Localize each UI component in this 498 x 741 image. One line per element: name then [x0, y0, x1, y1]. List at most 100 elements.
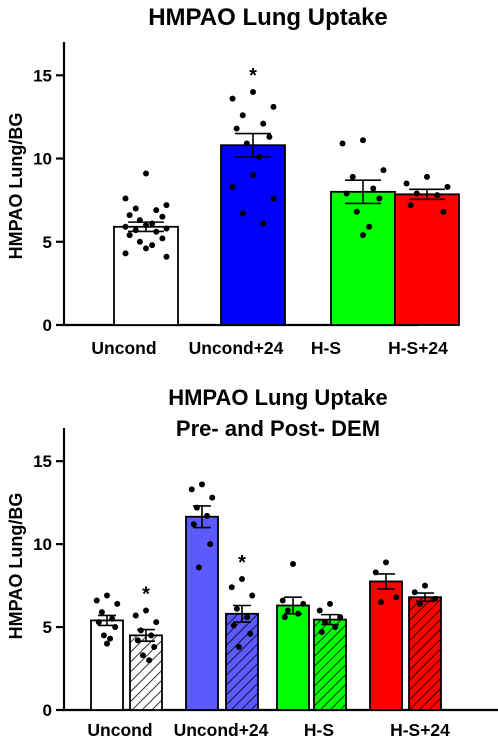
data-point [149, 242, 156, 249]
x-tick-label: H-S [311, 338, 341, 358]
data-point [193, 504, 200, 511]
y-tick-label: 0 [43, 316, 52, 335]
data-point [122, 223, 129, 230]
significance-markers: ** [142, 552, 246, 606]
data-point [153, 207, 160, 214]
x-tick-labels: Uncond Uncond+24 H-S H-S+24 [91, 338, 448, 358]
chart-title: HMPAO Lung Uptake [168, 385, 388, 410]
data-point [153, 228, 160, 235]
data-point [318, 629, 325, 636]
significance-asterisk: * [238, 552, 246, 574]
data-point [376, 195, 383, 202]
data-point [327, 600, 333, 607]
data-point [148, 632, 155, 639]
data-point [134, 637, 141, 644]
data-point [270, 103, 277, 110]
bar-uncond [113, 225, 179, 326]
y-tick-label: 0 [43, 701, 52, 720]
data-point [440, 208, 447, 215]
data-point [250, 172, 256, 179]
data-point [256, 153, 263, 160]
data-point [366, 223, 373, 230]
data-point [233, 605, 240, 612]
data-point [95, 619, 102, 626]
x-tick-label: Uncond+24 [174, 720, 269, 740]
y-axis-title: HMPAO Lung/BG [6, 493, 26, 640]
data-point [250, 88, 256, 95]
data-point [337, 614, 344, 621]
data-point [146, 657, 153, 664]
data-point [126, 232, 133, 239]
data-point [380, 167, 387, 174]
y-tick-label: 5 [43, 233, 52, 252]
data-point [444, 183, 451, 190]
data-point [349, 173, 356, 180]
data-point [163, 253, 170, 260]
data-point [229, 183, 236, 190]
data-point [143, 222, 149, 229]
data-point [143, 607, 149, 614]
data-point [143, 245, 149, 252]
data-point [195, 564, 202, 571]
data-point [353, 208, 360, 215]
data-point [137, 627, 144, 634]
data-point [104, 640, 110, 647]
data-point [199, 481, 205, 488]
bar-uncond-24-post [225, 612, 259, 711]
x-tick-label: H-S+24 [390, 720, 450, 740]
data-point [249, 592, 256, 599]
data-point [360, 232, 366, 239]
data-point [107, 635, 114, 642]
data-point [93, 597, 100, 604]
data-point [339, 140, 346, 147]
error-bars [98, 505, 434, 642]
data-point [372, 569, 379, 576]
data-point [284, 607, 291, 614]
bar-uncond [90, 619, 124, 711]
data-point [279, 597, 286, 604]
data-point [270, 195, 277, 202]
bar-uncond-24 [185, 515, 219, 711]
data-point [416, 600, 423, 607]
significance-asterisk: * [249, 65, 257, 87]
data-point [122, 195, 129, 202]
chart-bottom: HMPAO Lung Uptake Pre- and Post- DEM HMP… [6, 385, 498, 740]
y-axis-title: HMPAO Lung/BG [6, 113, 26, 260]
y-tick-label: 15 [33, 452, 52, 471]
data-point [239, 575, 245, 582]
data-point [332, 624, 339, 631]
data-point [163, 225, 170, 232]
data-point [114, 600, 121, 607]
data-point [266, 133, 273, 140]
bar-uncond-post [129, 634, 163, 711]
data-point [290, 561, 296, 568]
significance-asterisk: * [142, 583, 150, 605]
data-point [104, 592, 110, 599]
bars [90, 515, 442, 711]
bar-h-s-24 [394, 193, 460, 326]
x-tick-label: H-S+24 [388, 338, 448, 358]
y-tick-label: 5 [43, 618, 52, 637]
data-point [295, 610, 302, 617]
data-point [424, 173, 430, 180]
data-point [204, 512, 211, 519]
data-point [230, 622, 237, 629]
x-tick-labels: Uncond Uncond+24 H-S H-S+24 [87, 720, 450, 740]
bar-h-s-post [313, 618, 347, 711]
data-point [112, 624, 119, 631]
x-tick-label: Uncond [87, 720, 152, 740]
data-point [100, 632, 107, 639]
data-point [260, 120, 267, 127]
data-point [228, 584, 235, 591]
bar-h-s-24 [369, 580, 403, 711]
data-point [403, 180, 410, 187]
data-point [149, 220, 156, 227]
y-ticks: 0 5 10 15 [33, 452, 64, 720]
y-ticks: 0 5 10 15 [33, 66, 64, 335]
data-point [377, 599, 384, 606]
data-point [143, 170, 149, 177]
data-point [411, 589, 418, 596]
data-point [132, 205, 139, 212]
data-point [316, 607, 323, 614]
data-point [190, 521, 197, 528]
